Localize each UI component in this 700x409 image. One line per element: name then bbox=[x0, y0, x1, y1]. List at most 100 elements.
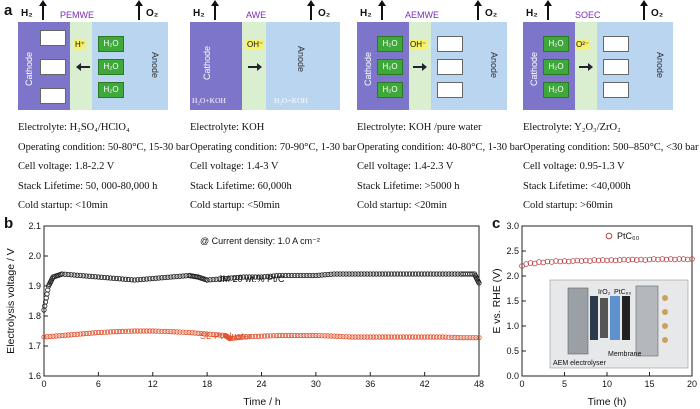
data-point bbox=[280, 272, 286, 279]
data-point bbox=[310, 272, 316, 279]
data-point bbox=[307, 332, 313, 339]
stack-lifetime: Stack Lifetime: >5000 h bbox=[357, 180, 460, 192]
electrolyte: Electrolyte: H₂SO₄/HClO₄ bbox=[18, 122, 130, 133]
data-point bbox=[527, 260, 534, 266]
cold-startup: Cold startup: <10min bbox=[18, 200, 108, 211]
cell-voltage: Cell voltage: 0.95-1.3 V bbox=[523, 161, 625, 172]
data-point bbox=[403, 334, 410, 340]
data-point bbox=[561, 258, 568, 264]
data-point bbox=[578, 258, 585, 264]
data-point bbox=[325, 271, 331, 278]
gas-box bbox=[437, 82, 463, 98]
data-point bbox=[238, 334, 244, 340]
data-point bbox=[168, 274, 174, 280]
inset-ptc60-label: PtC₆₀ bbox=[614, 289, 631, 296]
pemwe-properties: Electrolyte: H₂SO₄/HClO₄ Operating condi… bbox=[18, 118, 189, 216]
h2o-box: H₂O bbox=[543, 59, 569, 75]
o2-label: O₂ bbox=[318, 8, 331, 19]
stack-lifetime: Stack Lifetime: <40,000h bbox=[523, 180, 631, 192]
data-point bbox=[443, 271, 449, 277]
data-point bbox=[95, 329, 101, 336]
data-point bbox=[328, 271, 334, 277]
data-point bbox=[419, 334, 425, 340]
data-point bbox=[132, 328, 138, 334]
data-point bbox=[361, 271, 367, 277]
data-point bbox=[153, 328, 159, 334]
data-point bbox=[243, 274, 249, 280]
data-point bbox=[286, 332, 292, 339]
data-point bbox=[316, 272, 322, 278]
chart-b-ylabel: Electrolysis voltage / V bbox=[5, 248, 17, 354]
data-point bbox=[270, 333, 277, 339]
data-point bbox=[153, 275, 159, 281]
data-point bbox=[388, 334, 394, 340]
data-point bbox=[138, 276, 144, 283]
data-point bbox=[283, 332, 289, 339]
data-point bbox=[74, 331, 80, 337]
data-point bbox=[313, 332, 319, 339]
data-point bbox=[204, 277, 210, 283]
data-point bbox=[162, 274, 168, 281]
data-point bbox=[189, 330, 195, 336]
data-point bbox=[409, 334, 416, 340]
data-point bbox=[570, 258, 576, 264]
data-point bbox=[277, 272, 283, 279]
data-point bbox=[71, 272, 77, 278]
data-point bbox=[304, 272, 310, 279]
anode-label: Anode bbox=[489, 52, 499, 79]
chart-c: 0.0 0.5 1.0 1.5 2.0 2.5 3.0 0 5 10 15 20 PtC₆₀ IrO… bbox=[491, 221, 697, 408]
chart-c-xlabel: Time (h) bbox=[588, 396, 627, 408]
data-point bbox=[56, 333, 62, 339]
data-point bbox=[92, 274, 98, 280]
aemwe-cell: H₂ AEMWE O₂ Cathode Anode H₂O H₂O H₂O OH… bbox=[357, 0, 507, 110]
data-point bbox=[104, 329, 111, 335]
panel-label-c: c bbox=[492, 215, 501, 232]
data-point bbox=[343, 334, 349, 340]
data-point bbox=[616, 257, 623, 263]
panel-label-b: b bbox=[4, 215, 14, 232]
chart-c-legend: PtC₆₀ bbox=[617, 231, 640, 241]
x-tick-label: 6 bbox=[96, 379, 101, 389]
data-point bbox=[98, 329, 104, 335]
data-point bbox=[689, 256, 695, 262]
data-point bbox=[207, 331, 213, 337]
cell-title: PEMWE bbox=[60, 10, 95, 20]
data-point bbox=[144, 328, 150, 334]
h2o-box: H₂O bbox=[543, 82, 569, 98]
data-point bbox=[292, 272, 298, 279]
aemwe-properties: Electrolyte: KOH /pure water Operating c… bbox=[357, 118, 523, 216]
y-tick-label: 3.0 bbox=[506, 221, 519, 231]
data-point bbox=[186, 329, 192, 336]
data-point bbox=[74, 272, 80, 278]
h2-label: H₂ bbox=[193, 8, 205, 19]
data-point bbox=[638, 256, 644, 263]
cell-voltage: Cell voltage: 1.4-2.3 V bbox=[357, 161, 454, 172]
data-point bbox=[544, 258, 551, 265]
data-point bbox=[355, 271, 361, 277]
data-point bbox=[234, 274, 240, 281]
data-point bbox=[397, 271, 404, 277]
data-point bbox=[642, 257, 649, 263]
data-point bbox=[183, 329, 189, 335]
data-point bbox=[440, 271, 446, 277]
data-point bbox=[125, 328, 132, 334]
cell-title: SOEC bbox=[575, 10, 601, 20]
data-point bbox=[313, 272, 319, 279]
data-point bbox=[144, 276, 150, 282]
data-point bbox=[385, 334, 391, 340]
cell-title: AEMWE bbox=[405, 10, 440, 20]
data-point bbox=[633, 257, 640, 263]
data-point bbox=[168, 329, 174, 335]
data-point bbox=[147, 276, 153, 282]
h2-arrow bbox=[39, 0, 47, 20]
x-tick-label: 12 bbox=[148, 379, 158, 389]
data-point bbox=[237, 274, 243, 280]
o2-arrow bbox=[307, 0, 315, 20]
data-point bbox=[156, 275, 162, 281]
cold-startup: Cold startup: >60min bbox=[523, 200, 613, 211]
data-point bbox=[249, 274, 256, 280]
data-point bbox=[373, 271, 379, 277]
data-point bbox=[289, 272, 295, 279]
data-point bbox=[455, 334, 461, 341]
data-point bbox=[319, 272, 325, 278]
